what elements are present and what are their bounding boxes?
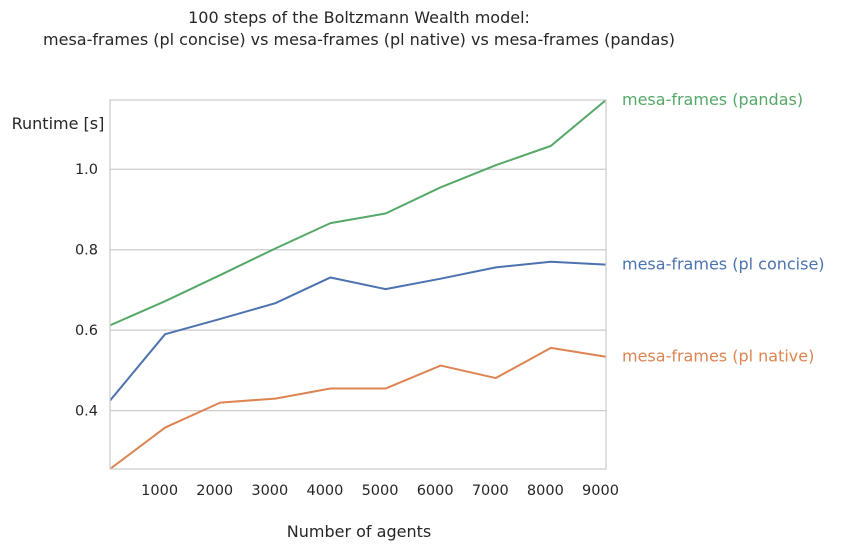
plot-frame bbox=[109, 99, 607, 470]
series-lines bbox=[110, 99, 607, 470]
chart-title: 100 steps of the Boltzmann Wealth model:… bbox=[43, 8, 675, 49]
series-label: mesa-frames (pandas) bbox=[622, 90, 803, 109]
x-tick-label: 1000 bbox=[141, 483, 178, 499]
series-line bbox=[110, 346, 607, 470]
x-tick-label: 9000 bbox=[582, 483, 619, 499]
y-axis-label: Runtime [s] bbox=[12, 114, 105, 133]
grid bbox=[110, 168, 606, 412]
x-axis-label: Number of agents bbox=[287, 522, 431, 541]
series-line bbox=[110, 99, 607, 327]
y-tick-label: 1.0 bbox=[75, 162, 98, 178]
x-tick-label: 5000 bbox=[362, 483, 399, 499]
x-tick-label: 4000 bbox=[306, 483, 343, 499]
x-tick-label: 7000 bbox=[472, 483, 509, 499]
series-line bbox=[110, 260, 607, 402]
series-label: mesa-frames (pl concise) bbox=[622, 255, 825, 274]
x-axis-ticks: 1000 2000 3000 4000 5000 6000 7000 8000 9000 bbox=[141, 483, 619, 499]
x-tick-label: 3000 bbox=[251, 483, 288, 499]
y-tick-label: 0.6 bbox=[75, 323, 98, 339]
x-tick-label: 8000 bbox=[527, 483, 564, 499]
chart-title-line: mesa-frames (pl concise) vs mesa-frames … bbox=[43, 30, 675, 49]
y-tick-label: 0.8 bbox=[75, 243, 98, 259]
y-tick-label: 0.4 bbox=[75, 404, 98, 420]
y-axis-ticks: 0.4 0.6 0.8 1.0 bbox=[75, 162, 98, 419]
x-tick-label: 6000 bbox=[417, 483, 454, 499]
series-label: mesa-frames (pl native) bbox=[622, 347, 814, 366]
series-labels: mesa-frames (pandas) mesa-frames (pl conc… bbox=[622, 90, 825, 366]
chart-title-line: 100 steps of the Boltzmann Wealth model: bbox=[188, 8, 530, 27]
x-tick-label: 2000 bbox=[196, 483, 233, 499]
